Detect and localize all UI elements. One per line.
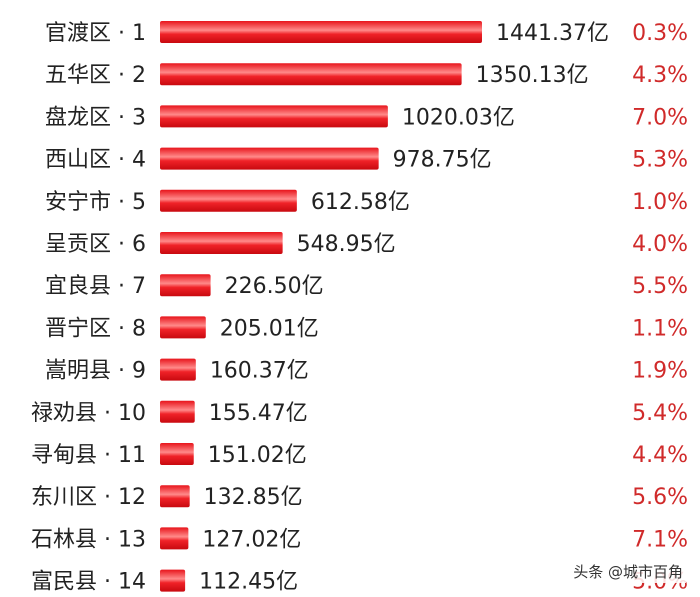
value-label: 548.95亿 xyxy=(297,232,396,257)
category-label: 安宁市 · 5 xyxy=(45,190,146,215)
value-label: 132.85亿 xyxy=(204,485,303,510)
bar xyxy=(160,189,297,212)
growth-label: 5.4% xyxy=(632,401,688,426)
value-label: 978.75亿 xyxy=(393,148,492,173)
watermark: 头条 @城市百角 xyxy=(570,560,686,583)
growth-label: 5.6% xyxy=(632,485,688,510)
category-label: 宜良县 · 7 xyxy=(45,274,146,299)
growth-label: 1.9% xyxy=(632,359,688,384)
bar xyxy=(160,63,462,86)
growth-label: 5.5% xyxy=(632,274,688,299)
value-label: 1350.13亿 xyxy=(476,63,589,88)
category-label: 东川区 · 12 xyxy=(31,485,146,510)
value-label: 160.37亿 xyxy=(210,359,309,384)
category-label: 石林县 · 13 xyxy=(31,527,146,552)
bar xyxy=(160,569,186,592)
bar xyxy=(160,400,195,423)
value-label: 226.50亿 xyxy=(225,274,324,299)
growth-label: 7.0% xyxy=(632,105,688,130)
value-label: 112.45亿 xyxy=(199,570,298,595)
category-label: 嵩明县 · 9 xyxy=(45,359,146,384)
growth-label: 1.1% xyxy=(632,316,688,341)
category-label: 富民县 · 14 xyxy=(31,570,146,595)
growth-label: 5.3% xyxy=(632,148,688,173)
value-label: 1020.03亿 xyxy=(402,105,515,130)
growth-label: 0.3% xyxy=(632,21,688,46)
growth-label: 4.3% xyxy=(632,63,688,88)
growth-label: 7.1% xyxy=(632,527,688,552)
value-label: 612.58亿 xyxy=(311,190,410,215)
value-label: 1441.37亿 xyxy=(496,21,609,46)
bar xyxy=(160,274,211,297)
category-label: 晋宁区 · 8 xyxy=(45,316,146,341)
bar xyxy=(160,232,283,254)
category-label: 盘龙区 · 3 xyxy=(45,105,146,130)
category-label: 寻甸县 · 11 xyxy=(31,443,146,468)
value-label: 205.01亿 xyxy=(220,316,319,341)
bar xyxy=(160,358,196,381)
growth-label: 1.0% xyxy=(632,190,688,215)
category-label: 五华区 · 2 xyxy=(45,63,146,88)
value-label: 151.02亿 xyxy=(208,443,307,468)
bar xyxy=(160,21,482,43)
category-label: 禄劝县 · 10 xyxy=(31,401,146,426)
bar xyxy=(160,527,189,550)
category-label: 官渡区 · 1 xyxy=(45,21,146,46)
growth-label: 4.4% xyxy=(632,443,688,468)
bar xyxy=(160,105,388,128)
category-label: 西山区 · 4 xyxy=(45,148,146,173)
bar xyxy=(160,316,206,339)
category-label: 呈贡区 · 6 xyxy=(45,232,146,257)
value-label: 155.47亿 xyxy=(209,401,308,426)
bar xyxy=(160,147,379,170)
growth-label: 4.0% xyxy=(632,232,688,257)
value-label: 127.02亿 xyxy=(202,527,301,552)
bar xyxy=(160,443,194,465)
bar xyxy=(160,485,190,508)
